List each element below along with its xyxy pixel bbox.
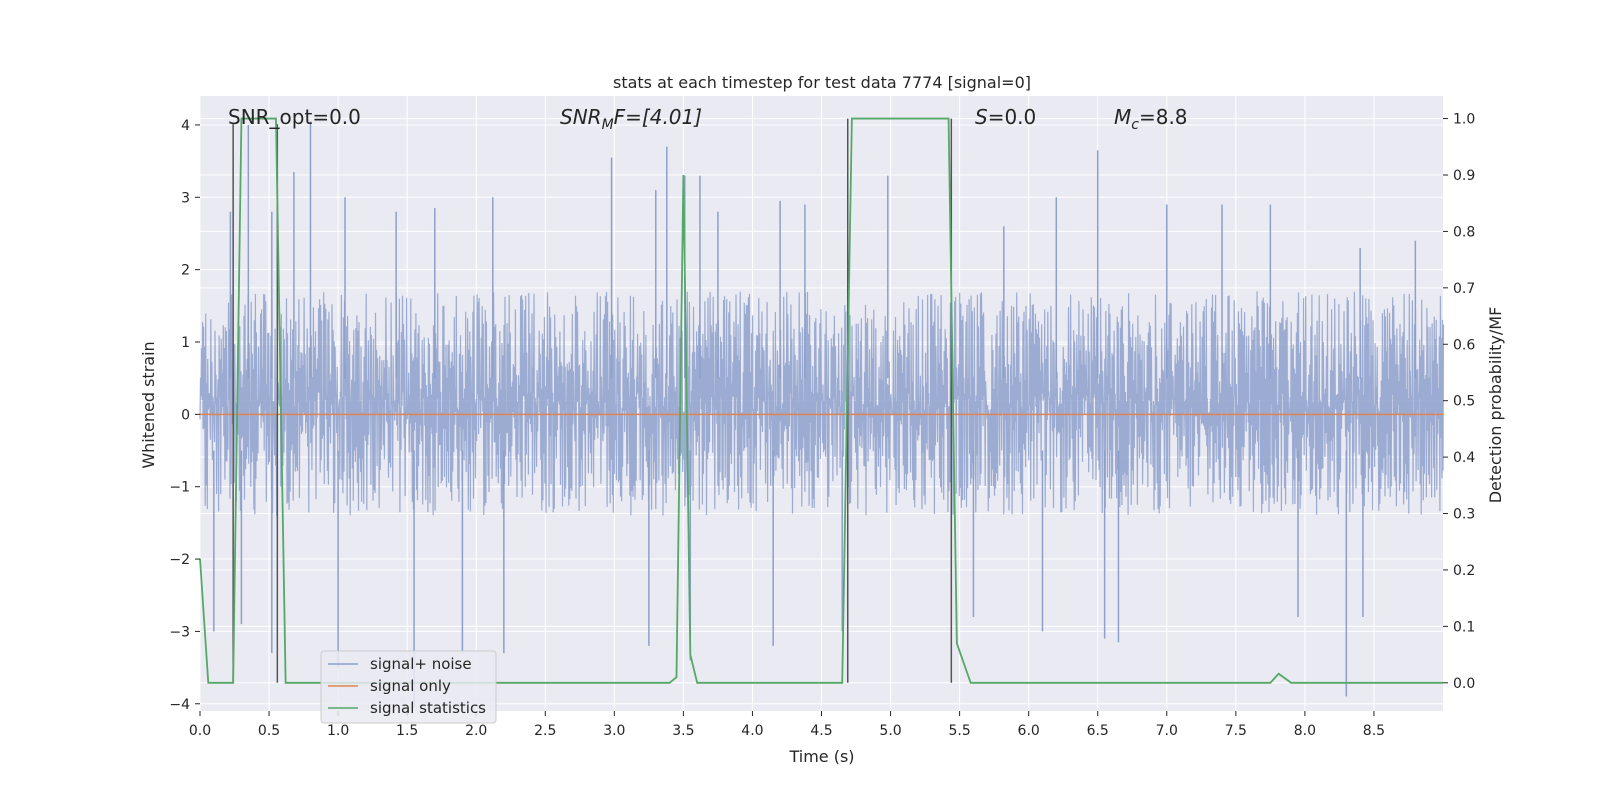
y2-tick-label: 0.6 (1453, 337, 1475, 353)
x-tick-label: 3.0 (603, 723, 625, 739)
series-noise-trace (199, 291, 1445, 516)
x-tick-label: 6.5 (1087, 723, 1109, 739)
y-tick-label: 1 (181, 335, 190, 351)
legend: signal+ noise signal only signal statist… (320, 650, 497, 724)
y2-tick-label: 0.2 (1453, 563, 1475, 579)
legend-label-stats: signal statistics (370, 699, 486, 717)
legend-label-signal: signal only (370, 677, 451, 695)
y-tick-label: 2 (181, 263, 190, 279)
x-axis-label: Time (s) (788, 747, 854, 766)
x-tick-label: 5.5 (948, 723, 970, 739)
annotation-snr-mf: SNRMF=[4.01] (560, 105, 702, 133)
annotation-mc: Mc=8.8 (1114, 105, 1188, 133)
y-tick-label: −3 (169, 624, 190, 640)
x-tick-label: 4.5 (810, 723, 832, 739)
legend-label-noise: signal+ noise (370, 655, 472, 673)
y2-tick-label: 0.4 (1453, 450, 1475, 466)
y-tick-label: 3 (181, 190, 190, 206)
legend-box (320, 650, 497, 724)
series-layer (199, 117, 1445, 708)
y2-tick-label: 0.9 (1453, 168, 1475, 184)
y-tick-label: 0 (181, 407, 190, 423)
y2-tick-label: 0.8 (1453, 224, 1475, 240)
y2-tick-label: 0.0 (1453, 676, 1475, 692)
y2-tick-label: 1.0 (1453, 112, 1475, 128)
x-tick-label: 6.0 (1018, 723, 1040, 739)
y2-tick-label: 0.3 (1453, 507, 1475, 523)
y-axis-label: Whitened strain (139, 341, 158, 468)
y-tick-label: −2 (169, 552, 190, 568)
x-tick-label: 0.0 (189, 723, 211, 739)
x-tick-label: 2.0 (465, 723, 487, 739)
x-tick-label: 0.5 (258, 723, 280, 739)
chart-title: stats at each timestep for test data 777… (613, 73, 1031, 92)
x-tick-label: 8.5 (1363, 723, 1385, 739)
x-tick-label: 5.0 (879, 723, 901, 739)
y-tick-label: −1 (169, 480, 190, 496)
y2-axis-label: Detection probability/MF (1486, 307, 1505, 504)
x-tick-label: 3.5 (672, 723, 694, 739)
x-tick-label: 1.5 (396, 723, 418, 739)
x-tick-label: 7.5 (1225, 723, 1247, 739)
annotation-snr-opt: SNR_opt=0.0 (228, 105, 361, 129)
x-tick-label: 7.0 (1156, 723, 1178, 739)
grid-lines (199, 96, 1443, 711)
y2-tick-label: 0.1 (1453, 619, 1475, 635)
tick-labels: 0.0 0.5 1.0 1.5 2.0 2.5 3.0 3.5 4.0 4.5 5.0 5.5 6.0 6… (169, 112, 1475, 739)
x-tick-label: 4.0 (741, 723, 763, 739)
x-tick-label: 1.0 (327, 723, 349, 739)
annotation-s: S=0.0 (975, 105, 1036, 129)
x-tick-label: 2.5 (534, 723, 556, 739)
y-tick-label: −4 (169, 697, 190, 713)
y2-tick-label: 0.5 (1453, 394, 1475, 410)
y-tick-label: 4 (181, 118, 190, 134)
y2-tick-label: 0.7 (1453, 281, 1475, 297)
series-signal-statistics (199, 117, 1443, 684)
x-tick-label: 8.0 (1294, 723, 1316, 739)
